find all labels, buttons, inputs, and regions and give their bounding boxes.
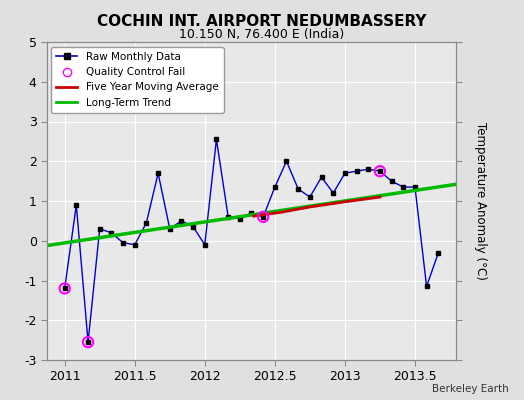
Point [60,285,69,292]
Point [84,339,92,345]
Legend: Raw Monthly Data, Quality Control Fail, Five Year Moving Average, Long-Term Tren: Raw Monthly Data, Quality Control Fail, … [51,47,224,113]
Text: Berkeley Earth: Berkeley Earth [432,384,508,394]
Text: 10.150 N, 76.400 E (India): 10.150 N, 76.400 E (India) [179,28,345,41]
Y-axis label: Temperature Anomaly (°C): Temperature Anomaly (°C) [474,122,487,280]
Point [259,214,267,220]
Point [376,168,384,174]
Text: COCHIN INT. AIRPORT NEDUMBASSERY: COCHIN INT. AIRPORT NEDUMBASSERY [97,14,427,29]
